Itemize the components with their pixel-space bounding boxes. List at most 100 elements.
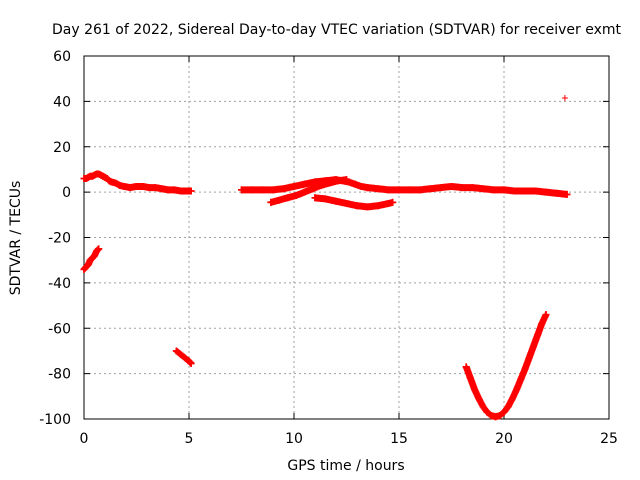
outlier-point — [561, 94, 568, 101]
data-point — [151, 184, 159, 192]
data-point — [343, 199, 350, 207]
data-point — [292, 192, 300, 200]
x-tick-label: 25 — [600, 431, 618, 447]
data-point — [267, 198, 275, 206]
data-point — [112, 179, 119, 187]
data-point — [95, 245, 103, 253]
data-point — [84, 261, 92, 269]
y-tick-label: -60 — [48, 321, 71, 337]
y-tick-label: 40 — [53, 94, 71, 110]
data-point — [284, 194, 292, 202]
data-point — [301, 188, 308, 196]
data-point — [364, 184, 371, 192]
series-trace-segment-8 — [462, 311, 550, 421]
grid-lines — [84, 56, 609, 419]
data-point — [120, 182, 128, 190]
y-tick-label: 20 — [53, 140, 71, 156]
data-point — [107, 178, 115, 186]
data-point — [170, 186, 178, 194]
data-point — [91, 252, 98, 260]
data-point — [145, 184, 153, 192]
data-point — [475, 395, 483, 403]
data-point — [181, 354, 189, 362]
data-point — [517, 375, 525, 383]
data-point — [187, 359, 195, 367]
data-point — [326, 179, 334, 187]
data-point — [275, 196, 283, 204]
data-point — [343, 176, 350, 184]
data-point — [416, 186, 424, 194]
data-point — [116, 181, 124, 189]
data-point — [301, 180, 308, 188]
x-tick-label: 5 — [185, 431, 194, 447]
data-point — [158, 185, 166, 193]
data-point — [525, 354, 533, 362]
data-point — [553, 189, 560, 197]
data-point — [542, 188, 550, 196]
data-point — [513, 386, 521, 394]
data-point — [406, 186, 413, 194]
data-point — [496, 412, 504, 420]
axis-ticks: 0 5 10 15 20 25 -100 -80 -60 -40 -20 0 20 40 60 — [39, 49, 618, 447]
data-point — [487, 412, 495, 420]
data-point — [322, 195, 329, 203]
data-point — [500, 186, 508, 194]
data-point — [500, 408, 508, 416]
data-point — [357, 182, 365, 190]
data-point — [332, 197, 340, 205]
data-point — [521, 365, 529, 373]
data-point — [187, 187, 195, 195]
data-point — [469, 184, 476, 192]
data-point — [542, 311, 550, 319]
x-tick-label: 10 — [285, 431, 303, 447]
data-point — [462, 363, 470, 371]
data-point — [248, 186, 256, 194]
data-point — [374, 202, 382, 210]
data-point — [483, 408, 491, 416]
data-point — [385, 186, 392, 194]
x-axis-label: GPS time / hours — [287, 458, 404, 474]
data-point — [427, 185, 434, 193]
data-point — [309, 185, 317, 193]
data-point — [395, 186, 403, 194]
data-point — [538, 320, 546, 328]
data-point — [177, 350, 185, 358]
data-point — [172, 347, 180, 355]
data-point — [385, 199, 392, 207]
data-point — [458, 184, 466, 192]
series-trace-segment-6 — [311, 194, 397, 211]
data-point — [364, 203, 371, 211]
data-point — [133, 182, 140, 190]
data-point — [164, 186, 172, 194]
series-trace-segment-7 — [364, 182, 571, 198]
data-point — [311, 178, 319, 186]
x-tick-label: 20 — [495, 431, 513, 447]
data-point — [139, 182, 147, 190]
data-point — [374, 185, 382, 193]
data-point — [504, 403, 512, 411]
data-point — [471, 386, 479, 394]
data-point — [126, 184, 134, 192]
data-point — [269, 186, 277, 194]
y-tick-label: -40 — [48, 276, 71, 292]
data-markers — [80, 94, 571, 421]
data-point — [511, 187, 518, 195]
data-point — [508, 395, 516, 403]
data-point — [311, 194, 319, 202]
data-point — [534, 331, 542, 339]
data-point — [259, 186, 266, 194]
y-tick-label: -20 — [48, 231, 71, 247]
data-point — [521, 187, 529, 195]
data-point — [492, 413, 500, 421]
data-point — [466, 374, 474, 382]
chart-title: Day 261 of 2022, Sidereal Day-to-day VTE… — [52, 22, 622, 38]
data-point — [490, 186, 497, 194]
y-tick-label: -100 — [39, 412, 71, 428]
x-tick-label: 0 — [80, 431, 89, 447]
data-point — [238, 186, 245, 194]
data-point — [280, 185, 287, 193]
data-point — [532, 187, 539, 195]
x-tick-label: 15 — [390, 431, 408, 447]
data-point — [479, 185, 487, 193]
data-point — [317, 181, 325, 189]
